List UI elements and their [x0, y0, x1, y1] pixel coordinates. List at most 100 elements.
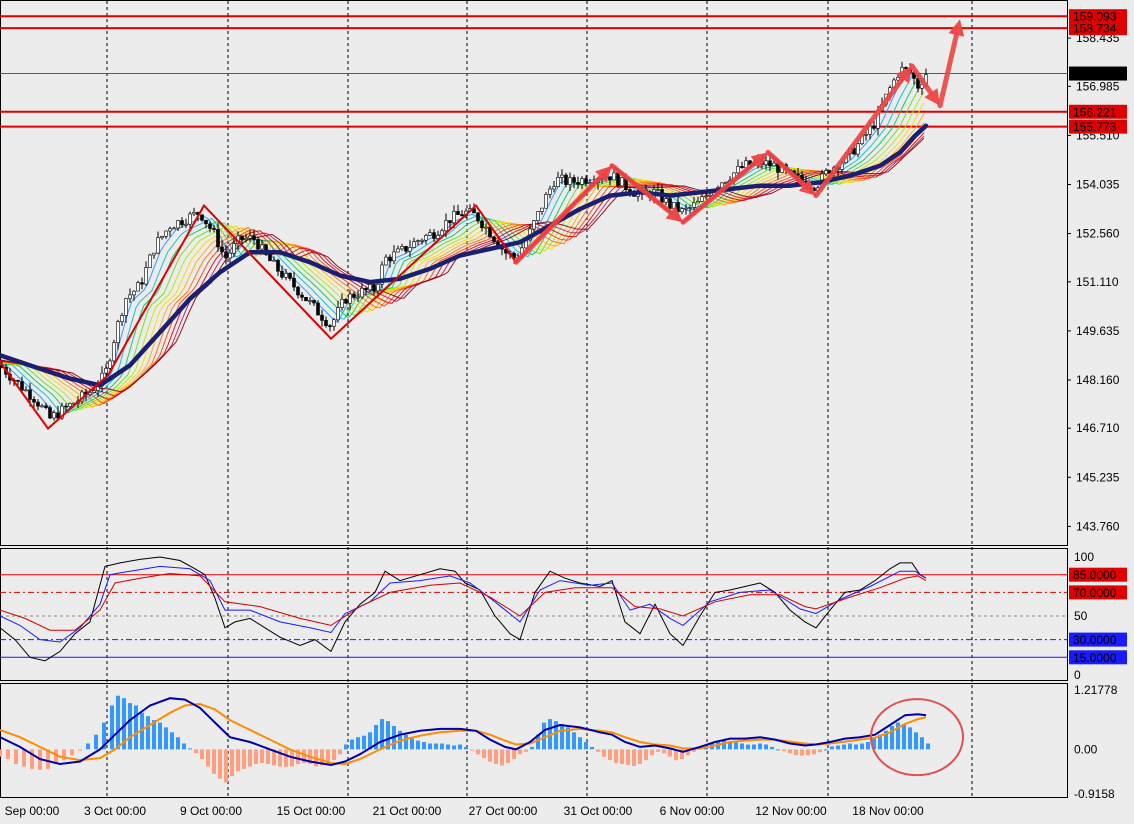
- bull-candle: [452, 211, 456, 224]
- ribbon-line-7: [0, 112, 925, 408]
- bull-candle: [248, 235, 252, 239]
- macd-hist-bar-negative: [332, 749, 336, 761]
- bear-candle: [16, 379, 20, 382]
- macd-hist-bar-negative: [46, 749, 50, 769]
- rsi-level-tag: [1069, 585, 1127, 600]
- macd-hist-bar-negative: [248, 749, 252, 767]
- bear-candle: [240, 235, 244, 240]
- forecast-arrow-head: [896, 65, 912, 84]
- bear-candle: [252, 235, 256, 240]
- macd-hist-bar-negative: [326, 749, 330, 764]
- bear-candle: [180, 220, 184, 226]
- bull-candle: [148, 254, 152, 268]
- macd-hist-bar-negative: [302, 749, 306, 763]
- bull-candle: [92, 390, 96, 393]
- macd-hist-bar-negative: [320, 749, 324, 766]
- forecast-arrow-shaft: [813, 76, 905, 199]
- macd-hist-bar-negative: [662, 749, 666, 754]
- time-label: 15 Oct 00:00: [277, 804, 346, 818]
- bear-candle: [300, 294, 304, 298]
- bull-candle: [436, 235, 440, 239]
- forecast-arrow-shaft: [937, 32, 959, 109]
- macd-hist-bar-negative: [596, 749, 600, 752]
- bull-candle: [544, 194, 548, 209]
- bear-candle: [796, 173, 800, 176]
- macd-hist-bar-positive: [122, 698, 126, 750]
- macd-hist-bar-negative: [200, 749, 204, 760]
- price-tag-label: 157.370: [1073, 67, 1117, 81]
- time-label: Sep 00:00: [5, 804, 60, 818]
- bear-candle: [304, 296, 308, 302]
- forecast-arrow-head: [924, 88, 940, 106]
- macd-hist-bar-positive: [128, 703, 132, 750]
- bull-candle: [332, 319, 336, 327]
- price-panel: [0, 15, 1067, 430]
- macd-hist-bar-positive: [764, 744, 768, 750]
- macd-hist-bar-negative: [278, 749, 282, 767]
- macd-hist-bar-positive: [860, 743, 864, 750]
- bear-candle: [344, 298, 348, 304]
- macd-hist-bar-positive: [434, 743, 438, 750]
- bull-candle: [688, 207, 692, 209]
- macd-signal-line: [0, 702, 927, 766]
- time-label: 3 Oct 00:00: [84, 804, 146, 818]
- macd-hist-bar-negative: [0, 749, 2, 757]
- macd-hist-bar-positive: [584, 742, 588, 750]
- macd-hist-bar-positive: [770, 746, 774, 750]
- macd-tick-label: 0.00: [1074, 742, 1098, 756]
- macd-hist-bar-positive: [140, 712, 144, 750]
- rsi-panel-frame: [0, 548, 1068, 681]
- macd-hist-bar-negative: [650, 749, 654, 756]
- bull-candle: [184, 223, 188, 226]
- bull-candle: [124, 298, 128, 316]
- bull-candle: [348, 293, 352, 304]
- bull-candle: [112, 342, 116, 362]
- bear-candle: [44, 405, 48, 408]
- bull-candle: [104, 368, 108, 374]
- bull-candle: [548, 188, 552, 195]
- bull-candle: [440, 230, 444, 236]
- time-label: 21 Oct 00:00: [373, 804, 442, 818]
- bull-candle: [384, 256, 388, 266]
- bull-candle: [360, 287, 364, 298]
- macd-hist-bar-positive: [182, 743, 186, 750]
- bull-candle: [664, 198, 668, 203]
- price-tick-label: 149.635: [1076, 324, 1120, 338]
- bull-candle: [176, 220, 180, 229]
- bear-candle: [564, 174, 568, 185]
- time-axis: Sep 00:00 3 Oct 00:00 9 Oct 00:00 15 Oct 00…: [5, 804, 924, 818]
- macd-hist-bar-positive: [530, 746, 534, 750]
- macd-hist-bar-positive: [356, 737, 360, 750]
- macd-hist-bar-negative: [30, 749, 34, 769]
- macd-hist-bar-negative: [62, 749, 66, 761]
- macd-hist-bar-positive: [848, 743, 852, 750]
- bull-candle: [136, 282, 140, 292]
- bear-candle: [448, 220, 452, 224]
- macd-hist-bar-negative: [788, 749, 792, 754]
- bull-candle: [168, 228, 172, 232]
- price-tick-label: 151.110: [1076, 275, 1119, 289]
- bull-candle: [736, 166, 740, 174]
- macd-hist-bar-positive: [404, 734, 408, 750]
- price-tag-box: [1069, 119, 1127, 134]
- price-tag-box: [1069, 9, 1127, 24]
- bull-candle: [152, 252, 156, 256]
- bull-candle: [68, 403, 72, 408]
- macd-hist-bar-negative: [680, 749, 684, 760]
- macd-hist-bar-negative: [194, 749, 198, 754]
- bull-candle: [128, 294, 132, 299]
- bear-candle: [216, 229, 220, 248]
- level-lines: [0, 15, 1067, 128]
- macd-hist-bar-negative: [236, 749, 240, 772]
- bull-candle: [272, 259, 276, 262]
- bull-candle: [696, 201, 700, 204]
- bear-candle: [212, 228, 216, 230]
- macd-hist-bar-positive: [854, 744, 858, 750]
- bear-candle: [352, 293, 356, 298]
- bull-candle: [232, 243, 236, 254]
- macd-hist-bar-negative: [668, 749, 672, 757]
- bear-candle: [200, 214, 204, 221]
- macd-hist-bar-negative: [812, 749, 816, 755]
- bull-candle: [856, 143, 860, 155]
